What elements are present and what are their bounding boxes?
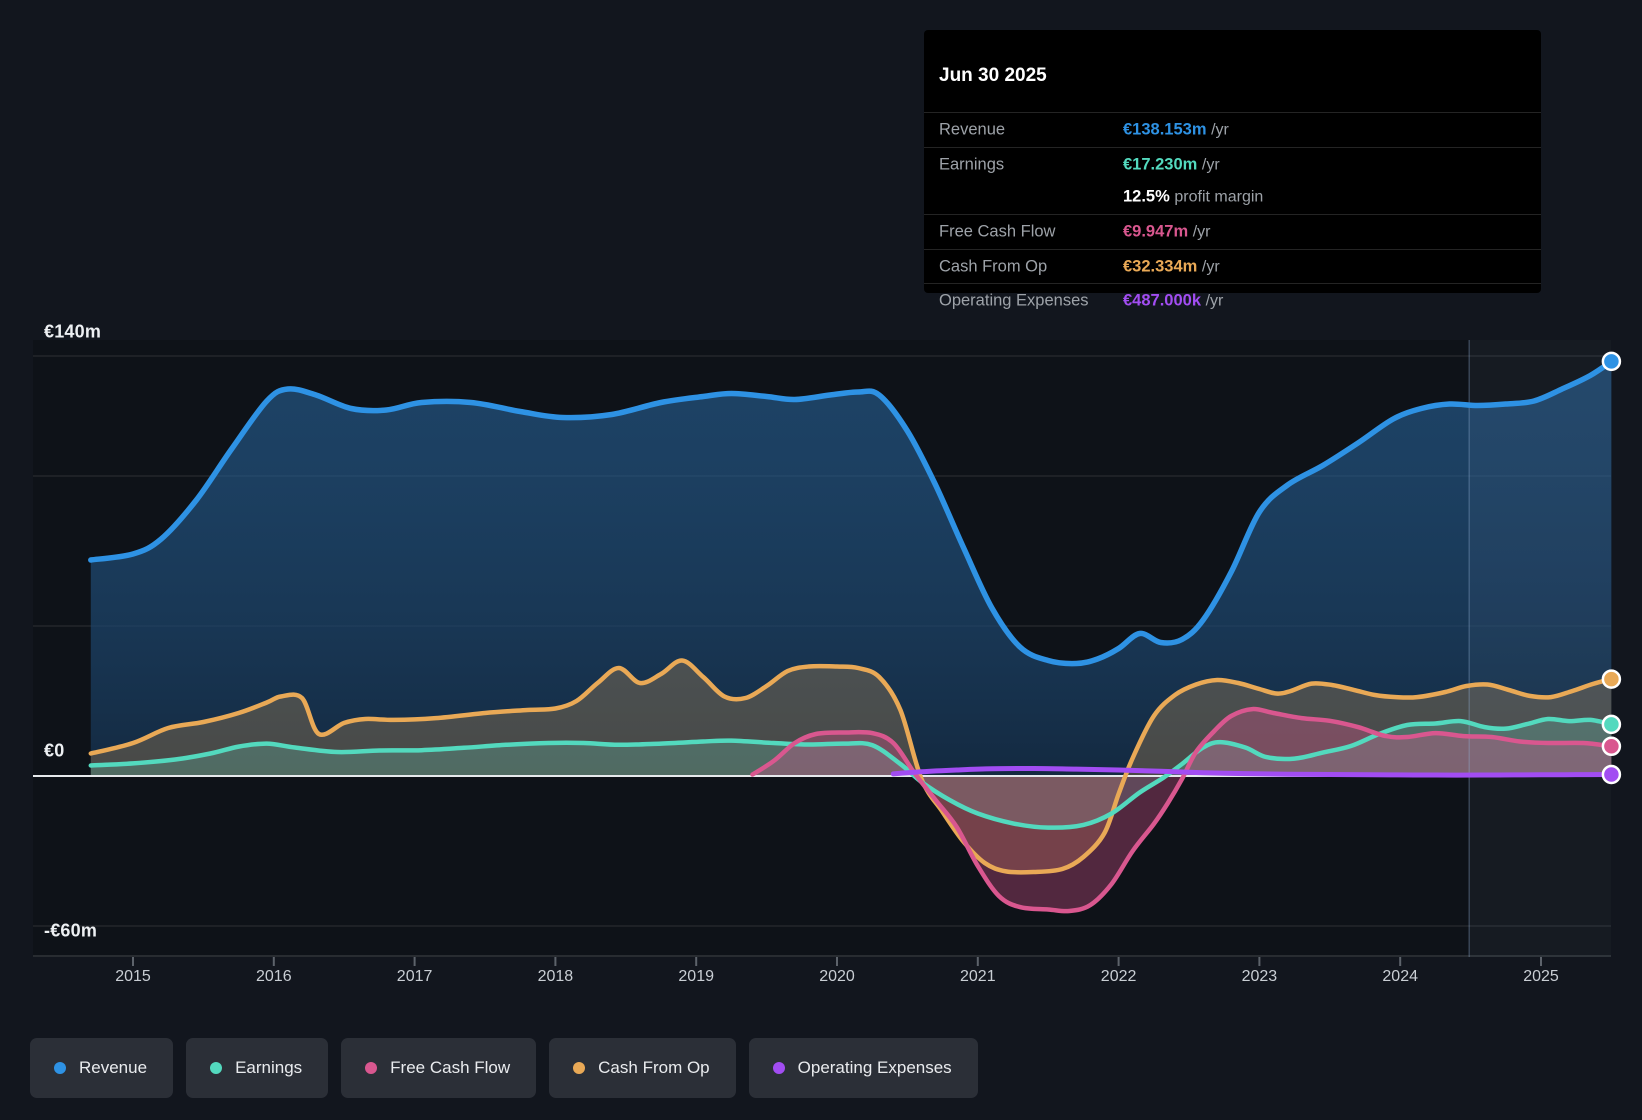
tooltip-row-free-cash-flow: Free Cash Flow €9.947m /yr [939,222,1211,241]
fcf-endpoint-marker[interactable] [1601,736,1622,757]
legend-label: Cash From Op [598,1058,710,1077]
revenue-area [90,361,1612,776]
tooltip-row-revenue: Revenue €138.153m /yr [939,120,1229,139]
legend-item-operating-expenses[interactable]: Operating Expenses [748,1038,978,1098]
earnings-area [90,718,1612,828]
legend-label: Revenue [79,1058,148,1077]
legend-item-free-cash-flow[interactable]: Free Cash Flow [341,1038,537,1098]
cashop-endpoint-marker[interactable] [1601,669,1622,689]
operating-expenses-dot-icon [772,1062,785,1074]
x-axis-label-2016: 2016 [256,968,292,985]
y-axis-label-neg60m: -€60m [44,920,98,941]
tooltip-row-profit-margin: 12.5% profit margin [1123,187,1264,206]
x-axis-label-2021: 2021 [960,968,996,985]
x-axis-label-2017: 2017 [396,968,433,985]
earnings-dot-icon [210,1062,223,1074]
legend-label: Earnings [235,1058,303,1077]
opex-endpoint-marker[interactable] [1601,764,1622,785]
legend-label: Operating Expenses [797,1058,952,1077]
chart-legend: Revenue Earnings Free Cash Flow Cash Fro… [30,1038,978,1098]
tooltip-label: Revenue [939,120,1006,139]
tooltip-label: Cash From Op [939,257,1048,276]
x-axis-label-2025: 2025 [1523,968,1559,985]
revenue-endpoint-marker[interactable] [1601,351,1622,372]
x-axis-label-2015: 2015 [115,968,151,985]
tooltip-row-cash-from-op: Cash From Op €32.334m /yr [939,257,1220,276]
x-axis-label-2022: 2022 [1100,968,1137,985]
y-axis-label-140m: €140m [44,321,102,342]
x-axis-labels: 2015 2016 2017 2018 2019 2020 2021 2022 2023 2024… [0,968,1642,996]
y-axis-label-0: €0 [44,740,65,761]
cash-from-op-dot-icon [573,1062,586,1074]
earnings-line [88,716,1614,830]
tooltip-label: Earnings [939,155,1005,174]
x-axis-label-2018: 2018 [537,968,574,985]
fcf-line [750,706,1614,914]
tooltip-label: Free Cash Flow [939,222,1056,241]
legend-label: Free Cash Flow [390,1058,511,1077]
tooltip-label: Operating Expenses [939,291,1089,310]
opex-line [890,766,1614,778]
revenue-line [88,358,1615,667]
tooltip-date: Jun 30 2025 [939,65,1047,86]
data-tooltip: Jun 30 2025 Revenue €138.153m /yr Earnin… [924,30,1541,310]
earnings-endpoint-marker[interactable] [1601,714,1622,735]
last-year-highlight-band [1469,340,1611,957]
tooltip-row-operating-expenses: Operating Expenses €487.000k /yr [939,291,1224,310]
x-axis-label-2023: 2023 [1241,968,1278,985]
legend-item-cash-from-op[interactable]: Cash From Op [549,1038,736,1098]
revenue-dot-icon [54,1062,66,1074]
x-axis-label-2024: 2024 [1382,968,1418,985]
tooltip-row-earnings: Earnings €17.230m /yr [939,155,1220,174]
x-axis-label-2019: 2019 [678,968,714,985]
free-cash-flow-dot-icon [365,1062,378,1074]
legend-item-revenue[interactable]: Revenue [30,1038,174,1098]
legend-item-earnings[interactable]: Earnings [186,1038,329,1098]
fcf-area [752,709,1612,912]
x-axis-label-2020: 2020 [819,968,855,985]
